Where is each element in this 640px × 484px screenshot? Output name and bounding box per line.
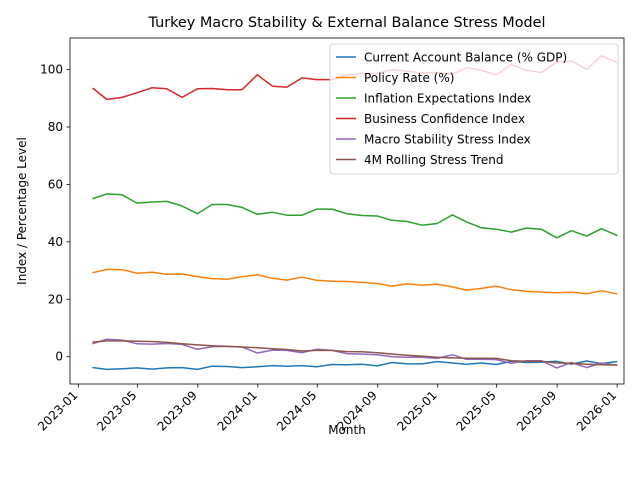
legend-label: 4M Rolling Stress Trend xyxy=(364,153,504,167)
x-axis-label: Month xyxy=(328,423,366,437)
legend-label: Policy Rate (%) xyxy=(364,71,454,85)
legend-label: Inflation Expectations Index xyxy=(364,92,531,106)
legend-label: Business Confidence Index xyxy=(364,112,525,126)
series-line-6 xyxy=(92,340,618,366)
y-axis-ticks: 0 20 40 60 80 100 xyxy=(40,63,70,364)
series-line-3 xyxy=(92,193,618,239)
y-tick-label: 100 xyxy=(40,63,63,77)
plot-frame xyxy=(69,37,625,385)
y-tick-label: 80 xyxy=(48,120,63,134)
series-line-2 xyxy=(92,268,618,295)
y-axis-label: Index / Percentage Level xyxy=(15,137,29,285)
y-tick-label: 60 xyxy=(48,177,63,191)
legend-label: Macro Stability Stress Index xyxy=(364,133,531,147)
legend-label: Current Account Balance (% GDP) xyxy=(364,51,567,65)
series-line-1 xyxy=(92,360,618,371)
y-tick-label: 20 xyxy=(48,292,63,306)
legend-box xyxy=(329,43,619,175)
y-tick-label: 40 xyxy=(48,235,63,249)
y-tick-label: 0 xyxy=(55,350,63,364)
chart-title: Turkey Macro Stability & External Balanc… xyxy=(147,15,545,31)
legend: Current Account Balance (% GDP) Policy Ra… xyxy=(329,43,619,175)
